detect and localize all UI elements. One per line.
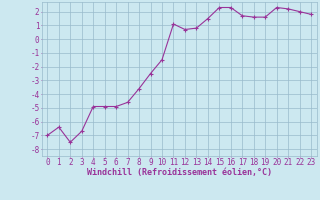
X-axis label: Windchill (Refroidissement éolien,°C): Windchill (Refroidissement éolien,°C) (87, 168, 272, 177)
